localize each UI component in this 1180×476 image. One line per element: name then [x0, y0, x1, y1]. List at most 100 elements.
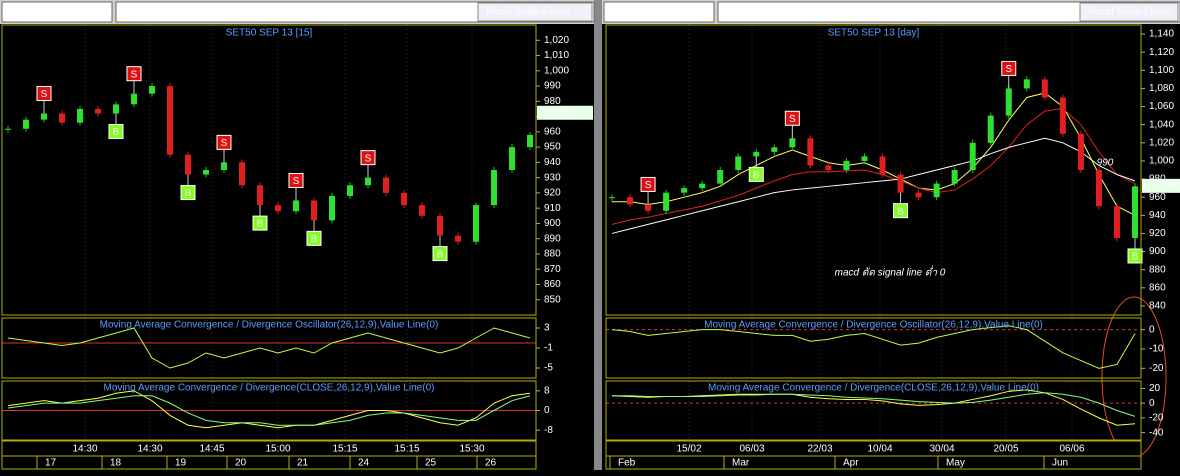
signal-box	[432, 246, 448, 262]
y-tick-label: 0	[1149, 398, 1155, 409]
candle	[41, 113, 47, 120]
x-tick-label: 15/02	[676, 444, 701, 455]
y-tick-label: 920	[544, 188, 561, 199]
x-group-label: Mar	[732, 458, 750, 469]
candle	[437, 215, 443, 236]
x-tick-label: 15:15	[394, 444, 419, 455]
candle	[59, 113, 65, 123]
candle	[861, 156, 868, 161]
y-tick-label: 1,060	[1149, 101, 1174, 112]
candle	[933, 183, 940, 198]
candle	[1113, 206, 1120, 238]
moving-average	[611, 137, 1136, 234]
candle	[987, 115, 994, 143]
y-tick-label: 900	[544, 218, 561, 229]
panel-frame	[605, 24, 1142, 316]
x-tick-label: 22/03	[807, 444, 832, 455]
y-tick-label: 1,080	[1149, 83, 1174, 94]
signal-label: B	[257, 219, 264, 230]
signal-box	[784, 110, 800, 126]
candle	[807, 138, 814, 166]
signal-label: S	[41, 89, 48, 100]
panel-frame	[605, 380, 1142, 441]
candle	[5, 128, 11, 130]
candle	[95, 108, 101, 114]
signal-label: S	[1005, 64, 1012, 75]
candle	[753, 151, 760, 157]
recal-button-label[interactable]: Recal Scale-Linear	[1088, 7, 1173, 18]
signal-box	[108, 124, 124, 140]
candle	[879, 156, 886, 175]
y-tick-label: -5	[544, 363, 553, 374]
x-tick-label: 15:00	[265, 444, 290, 455]
signal-box	[748, 166, 764, 182]
candle	[131, 93, 137, 105]
x-tick-label: 14:30	[137, 444, 162, 455]
x-group-label: May	[946, 458, 965, 469]
signal-box	[360, 150, 376, 166]
x-tick-label: 06/03	[739, 444, 764, 455]
candle	[149, 86, 155, 94]
candle	[455, 235, 461, 242]
recal-button-label[interactable]: Recal Scale-Linear	[486, 7, 571, 18]
x-tick-label: 10/04	[867, 444, 892, 455]
macd-title: Moving Average Convergence / Divergence(…	[104, 383, 435, 394]
signal-label: B	[1132, 252, 1139, 263]
y-tick-label: -20	[1149, 413, 1164, 424]
candle	[185, 154, 191, 175]
y-tick-label: 0	[544, 405, 550, 416]
info-box	[115, 1, 595, 23]
y-tick-label: 1,120	[1149, 47, 1174, 58]
candle	[1077, 133, 1084, 170]
price: 955.37	[1043, 7, 1074, 18]
candle	[221, 162, 227, 170]
x-tick-label: 14:30	[72, 444, 97, 455]
x-group-label: Jun	[1052, 458, 1068, 469]
y-tick-label: 920	[1149, 228, 1166, 239]
candle	[969, 142, 976, 170]
symbol-select[interactable]	[1, 1, 113, 23]
signal-box	[288, 173, 304, 189]
x-group-label: 17	[45, 458, 57, 469]
signal-label: B	[437, 249, 444, 260]
y-tick-label: 940	[544, 157, 561, 168]
macd-line	[611, 389, 1136, 426]
symbol-select[interactable]	[603, 1, 715, 23]
candle	[789, 138, 796, 148]
candle	[257, 185, 263, 206]
y-tick-label: 850	[544, 294, 561, 305]
candle	[203, 170, 209, 175]
candle	[681, 188, 688, 193]
panel-frame	[1, 317, 537, 379]
x-axis	[605, 440, 1142, 470]
recal-button[interactable]	[477, 2, 593, 22]
candle	[897, 174, 904, 193]
annotation: 990	[1097, 158, 1114, 169]
signal-label: B	[897, 206, 904, 217]
x-group-label: 21	[297, 458, 309, 469]
y-tick-label: -1	[544, 343, 553, 354]
last-price-box	[1142, 178, 1180, 193]
panel-frame	[1, 380, 537, 441]
candle	[1023, 79, 1030, 89]
signal-label: B	[311, 234, 318, 245]
y-tick-label: 930	[544, 172, 561, 183]
signal-label: S	[293, 176, 300, 187]
candle	[509, 147, 515, 170]
macd-line	[612, 392, 1136, 417]
oscillator-title: Moving Average Convergence / Divergence …	[704, 320, 1043, 331]
last-price-label: 972.50	[1145, 181, 1176, 192]
y-tick-label: -40	[1149, 427, 1164, 438]
candle	[771, 147, 778, 152]
candle	[329, 195, 335, 221]
y-tick-label: 940	[1149, 210, 1166, 221]
signal-label: S	[645, 180, 652, 191]
candle	[1132, 186, 1138, 238]
count: 146/180	[958, 7, 995, 18]
candle	[527, 134, 533, 148]
recal-button[interactable]	[1079, 2, 1179, 22]
oscillator-title: Moving Average Convergence / Divergence …	[100, 320, 439, 331]
candle	[699, 183, 706, 189]
y-tick-label: 980	[544, 96, 561, 107]
